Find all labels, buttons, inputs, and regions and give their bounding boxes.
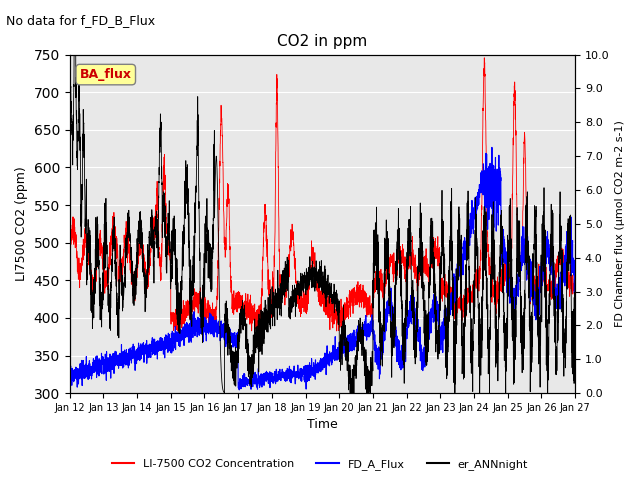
Y-axis label: FD Chamber flux (μmol CO2 m-2 s-1): FD Chamber flux (μmol CO2 m-2 s-1) [615,120,625,327]
X-axis label: Time: Time [307,419,338,432]
Y-axis label: LI7500 CO2 (ppm): LI7500 CO2 (ppm) [15,167,28,281]
Text: No data for f_FD_B_Flux: No data for f_FD_B_Flux [6,14,156,27]
Title: CO2 in ppm: CO2 in ppm [277,34,367,49]
Text: BA_flux: BA_flux [80,68,132,81]
Legend: LI-7500 CO2 Concentration, FD_A_Flux, er_ANNnight: LI-7500 CO2 Concentration, FD_A_Flux, er… [108,455,532,474]
